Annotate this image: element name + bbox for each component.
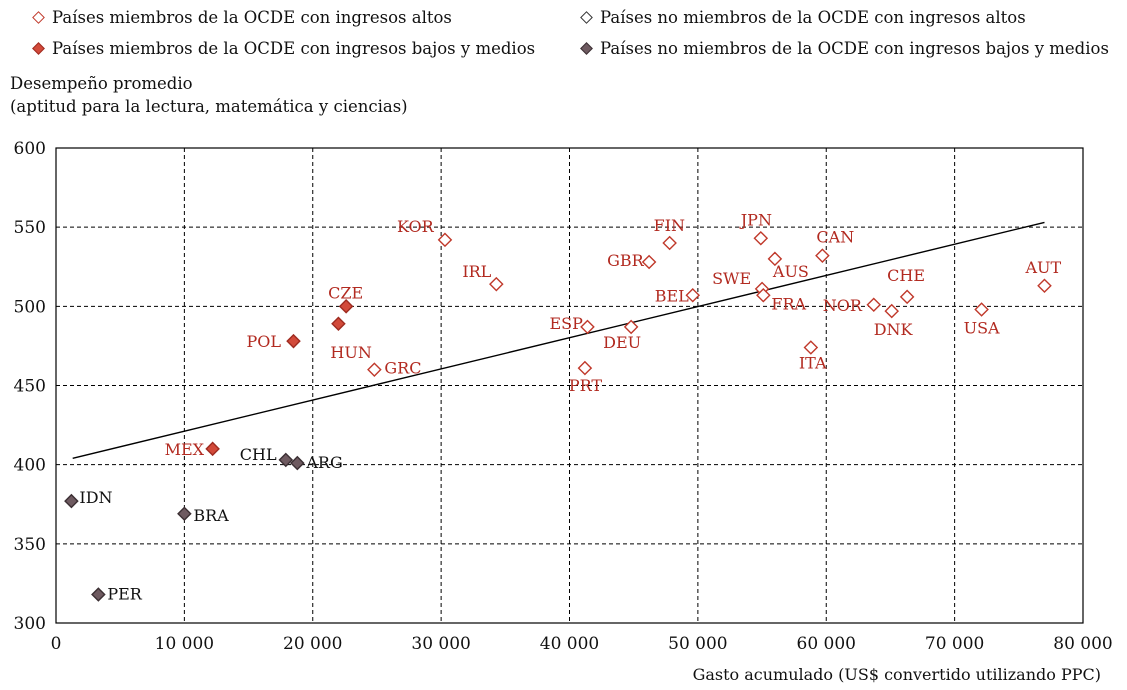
point-bra (177, 506, 192, 522)
point-label-swe: SWE (712, 269, 751, 288)
point-label-gbr: GBR (607, 251, 645, 270)
point-label-prt: PRT (569, 376, 603, 395)
y-axis-label-line-2: (aptitud para la lectura, matemática y c… (10, 97, 408, 116)
x-tick-label: 70 000 (925, 634, 984, 654)
point-label-hun: HUN (330, 343, 371, 362)
point-label-fra: FRA (771, 294, 806, 313)
point-prt (577, 360, 593, 376)
point-dnk (884, 303, 900, 319)
point-label-per: PER (107, 585, 142, 604)
point-label-mex: MEX (165, 440, 205, 459)
point-cze (338, 299, 354, 314)
x-tick-label: 0 (51, 634, 62, 654)
point-esp (580, 319, 595, 335)
point-label-can: CAN (816, 228, 854, 247)
point-aut (1037, 278, 1052, 294)
point-nor (866, 297, 882, 313)
point-label-che: CHE (887, 266, 925, 285)
point-can (815, 248, 830, 263)
point-label-bra: BRA (193, 506, 229, 525)
legend-label: Países no miembros de la OCDE con ingres… (600, 39, 1109, 58)
y-tick-label: 600 (14, 139, 46, 159)
point-label-aus: AUS (772, 262, 809, 281)
point-label-irl: IRL (462, 262, 491, 281)
point-kor (437, 232, 453, 248)
point-arg (290, 455, 305, 471)
legend-item-non-oecd-high: Países no miembros de la OCDE con ingres… (578, 8, 1026, 28)
y-tick-label: 500 (14, 297, 46, 317)
point-jpn (753, 230, 769, 246)
point-usa (974, 302, 989, 317)
point-gbr (641, 254, 657, 270)
x-tick-label: 20 000 (283, 634, 342, 654)
point-bel (685, 287, 701, 303)
legend-item-oecd-low: Países miembros de la OCDE con ingresos … (30, 39, 535, 59)
x-tick-label: 40 000 (540, 634, 599, 654)
point-fra (756, 287, 771, 303)
legend-item-oecd-high: Países miembros de la OCDE con ingresos … (30, 8, 452, 28)
x-tick-label: 80 000 (1053, 634, 1112, 654)
legend-label: Países no miembros de la OCDE con ingres… (600, 8, 1026, 27)
y-tick-label: 550 (14, 218, 46, 238)
x-tick-label: 50 000 (668, 634, 727, 654)
point-label-deu: DEU (603, 333, 641, 352)
y-tick-label: 300 (14, 614, 46, 634)
point-mex (205, 441, 220, 457)
point-deu (623, 319, 639, 335)
point-label-pol: POL (246, 332, 281, 351)
point-per (91, 587, 106, 602)
point-grc (367, 362, 382, 377)
point-label-aut: AUT (1024, 258, 1061, 277)
y-tick-label: 400 (14, 456, 46, 476)
point-hun (331, 316, 346, 332)
y-tick-label: 450 (14, 377, 46, 397)
point-label-esp: ESP (549, 314, 583, 333)
legend-label: Países miembros de la OCDE con ingresos … (52, 8, 452, 27)
point-pol (286, 333, 301, 349)
point-chl (278, 452, 294, 468)
point-label-chl: CHL (240, 445, 277, 464)
point-irl (489, 276, 504, 292)
point-label-kor: KOR (397, 217, 435, 236)
x-tick-label: 30 000 (411, 634, 470, 654)
point-label-idn: IDN (79, 488, 112, 507)
legend: Países miembros de la OCDE con ingresos … (0, 0, 1127, 70)
point-label-dnk: DNK (874, 320, 914, 339)
point-label-grc: GRC (384, 359, 421, 378)
point-aus (767, 251, 783, 267)
legend-item-non-oecd-low: Países no miembros de la OCDE con ingres… (578, 39, 1109, 59)
x-tick-label: 10 000 (155, 634, 214, 654)
x-tick-label: 60 000 (797, 634, 856, 654)
point-label-fin: FIN (654, 216, 685, 235)
legend-label: Países miembros de la OCDE con ingresos … (52, 39, 536, 58)
y-tick-label: 350 (14, 535, 46, 555)
trend-line (72, 221, 1045, 460)
x-axis-label: Gasto acumulado (US$ convertido utilizan… (692, 665, 1101, 684)
point-idn (64, 493, 79, 509)
point-label-arg: ARG (305, 453, 342, 472)
y-axis-label-line-1: Desempeño promedio (10, 74, 193, 93)
point-ita (803, 340, 819, 355)
point-label-jpn: JPN (739, 210, 772, 229)
point-che (899, 289, 915, 305)
point-label-nor: NOR (823, 296, 863, 315)
point-label-bel: BEL (655, 286, 689, 305)
point-fin (662, 235, 677, 251)
point-label-cze: CZE (328, 283, 363, 302)
point-label-usa: USA (964, 319, 1000, 338)
point-label-ita: ITA (799, 354, 827, 373)
